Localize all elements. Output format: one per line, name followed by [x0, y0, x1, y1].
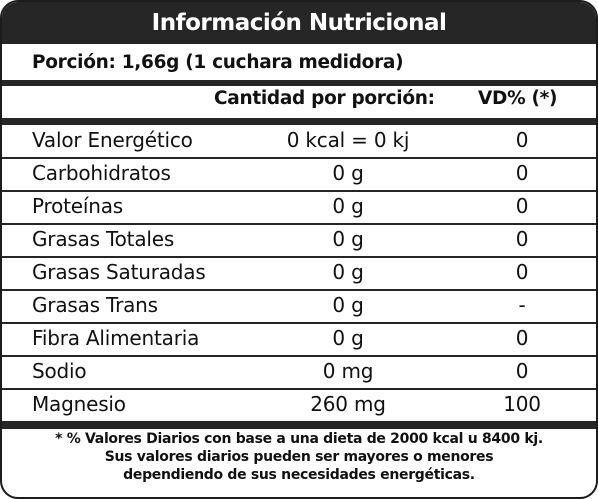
nutrient-amount: 0 g [332, 161, 364, 185]
nutrient-name: Proteínas [32, 194, 123, 218]
row-divider [2, 289, 596, 291]
nutrient-amount: 260 mg [310, 392, 386, 416]
table-row: Proteínas 0 g 0 [2, 191, 596, 224]
nutrient-daily-value: 0 [515, 161, 529, 185]
header-divider-bottom [2, 118, 596, 125]
table-row: Grasas Trans 0 g - [2, 290, 596, 323]
nutrient-amount: 0 g [332, 326, 364, 350]
footnote-line: dependiendo de sus necesidades energétic… [123, 467, 475, 483]
column-header-amount: Cantidad por porción: [214, 88, 435, 109]
row-divider [2, 355, 596, 357]
nutrient-name: Grasas Saturadas [32, 260, 206, 284]
table-row: Carbohidratos 0 g 0 [2, 158, 596, 191]
nutrient-name: Magnesio [32, 392, 126, 416]
nutrient-amount: 0 mg [322, 359, 374, 383]
nutrient-name: Carbohidratos [32, 161, 171, 185]
panel-title: Información Nutricional [2, 2, 596, 44]
footer-divider [2, 421, 596, 429]
nutrient-amount: 0 g [332, 260, 364, 284]
table-row: Grasas Totales 0 g 0 [2, 224, 596, 257]
nutrient-daily-value: 0 [515, 359, 529, 383]
nutrient-amount: 0 g [332, 194, 364, 218]
table-row: Grasas Saturadas 0 g 0 [2, 257, 596, 290]
nutrient-daily-value: 100 [503, 392, 541, 416]
row-divider [2, 190, 596, 192]
nutrient-name: Valor Energético [32, 128, 193, 152]
row-divider [2, 322, 596, 324]
row-divider [2, 223, 596, 225]
nutrient-name: Fibra Alimentaria [32, 326, 200, 350]
nutrient-daily-value: 0 [515, 194, 529, 218]
nutrient-name: Grasas Trans [32, 293, 158, 317]
table-row: Magnesio 260 mg 100 [2, 389, 596, 422]
nutrient-daily-value: 0 [515, 326, 529, 350]
row-divider [2, 256, 596, 258]
footnote-line: Sus valores diarios pueden ser mayores o… [104, 449, 494, 465]
column-header-daily-value: VD% (*) [478, 88, 558, 109]
table-row: Sodio 0 mg 0 [2, 356, 596, 389]
header-divider-top [2, 80, 596, 86]
row-divider [2, 388, 596, 390]
portion-size: Porción: 1,66g (1 cuchara medidora) [32, 52, 404, 73]
nutrient-name: Sodio [32, 359, 87, 383]
nutrient-daily-value: 0 [515, 128, 529, 152]
table-row: Valor Energético 0 kcal = 0 kj 0 [2, 125, 596, 158]
nutrient-daily-value: 0 [515, 227, 529, 251]
footnote-line: * % Valores Diarios con base a una dieta… [55, 431, 543, 447]
nutrient-name: Grasas Totales [32, 227, 175, 251]
nutrient-daily-value: - [518, 293, 526, 317]
nutrient-amount: 0 g [332, 227, 364, 251]
nutrient-amount: 0 kcal = 0 kj [286, 128, 410, 152]
nutrient-amount: 0 g [332, 293, 364, 317]
nutrient-daily-value: 0 [515, 260, 529, 284]
row-divider [2, 157, 596, 159]
daily-value-footnote: * % Valores Diarios con base a una dieta… [2, 430, 596, 484]
table-row: Fibra Alimentaria 0 g 0 [2, 323, 596, 356]
